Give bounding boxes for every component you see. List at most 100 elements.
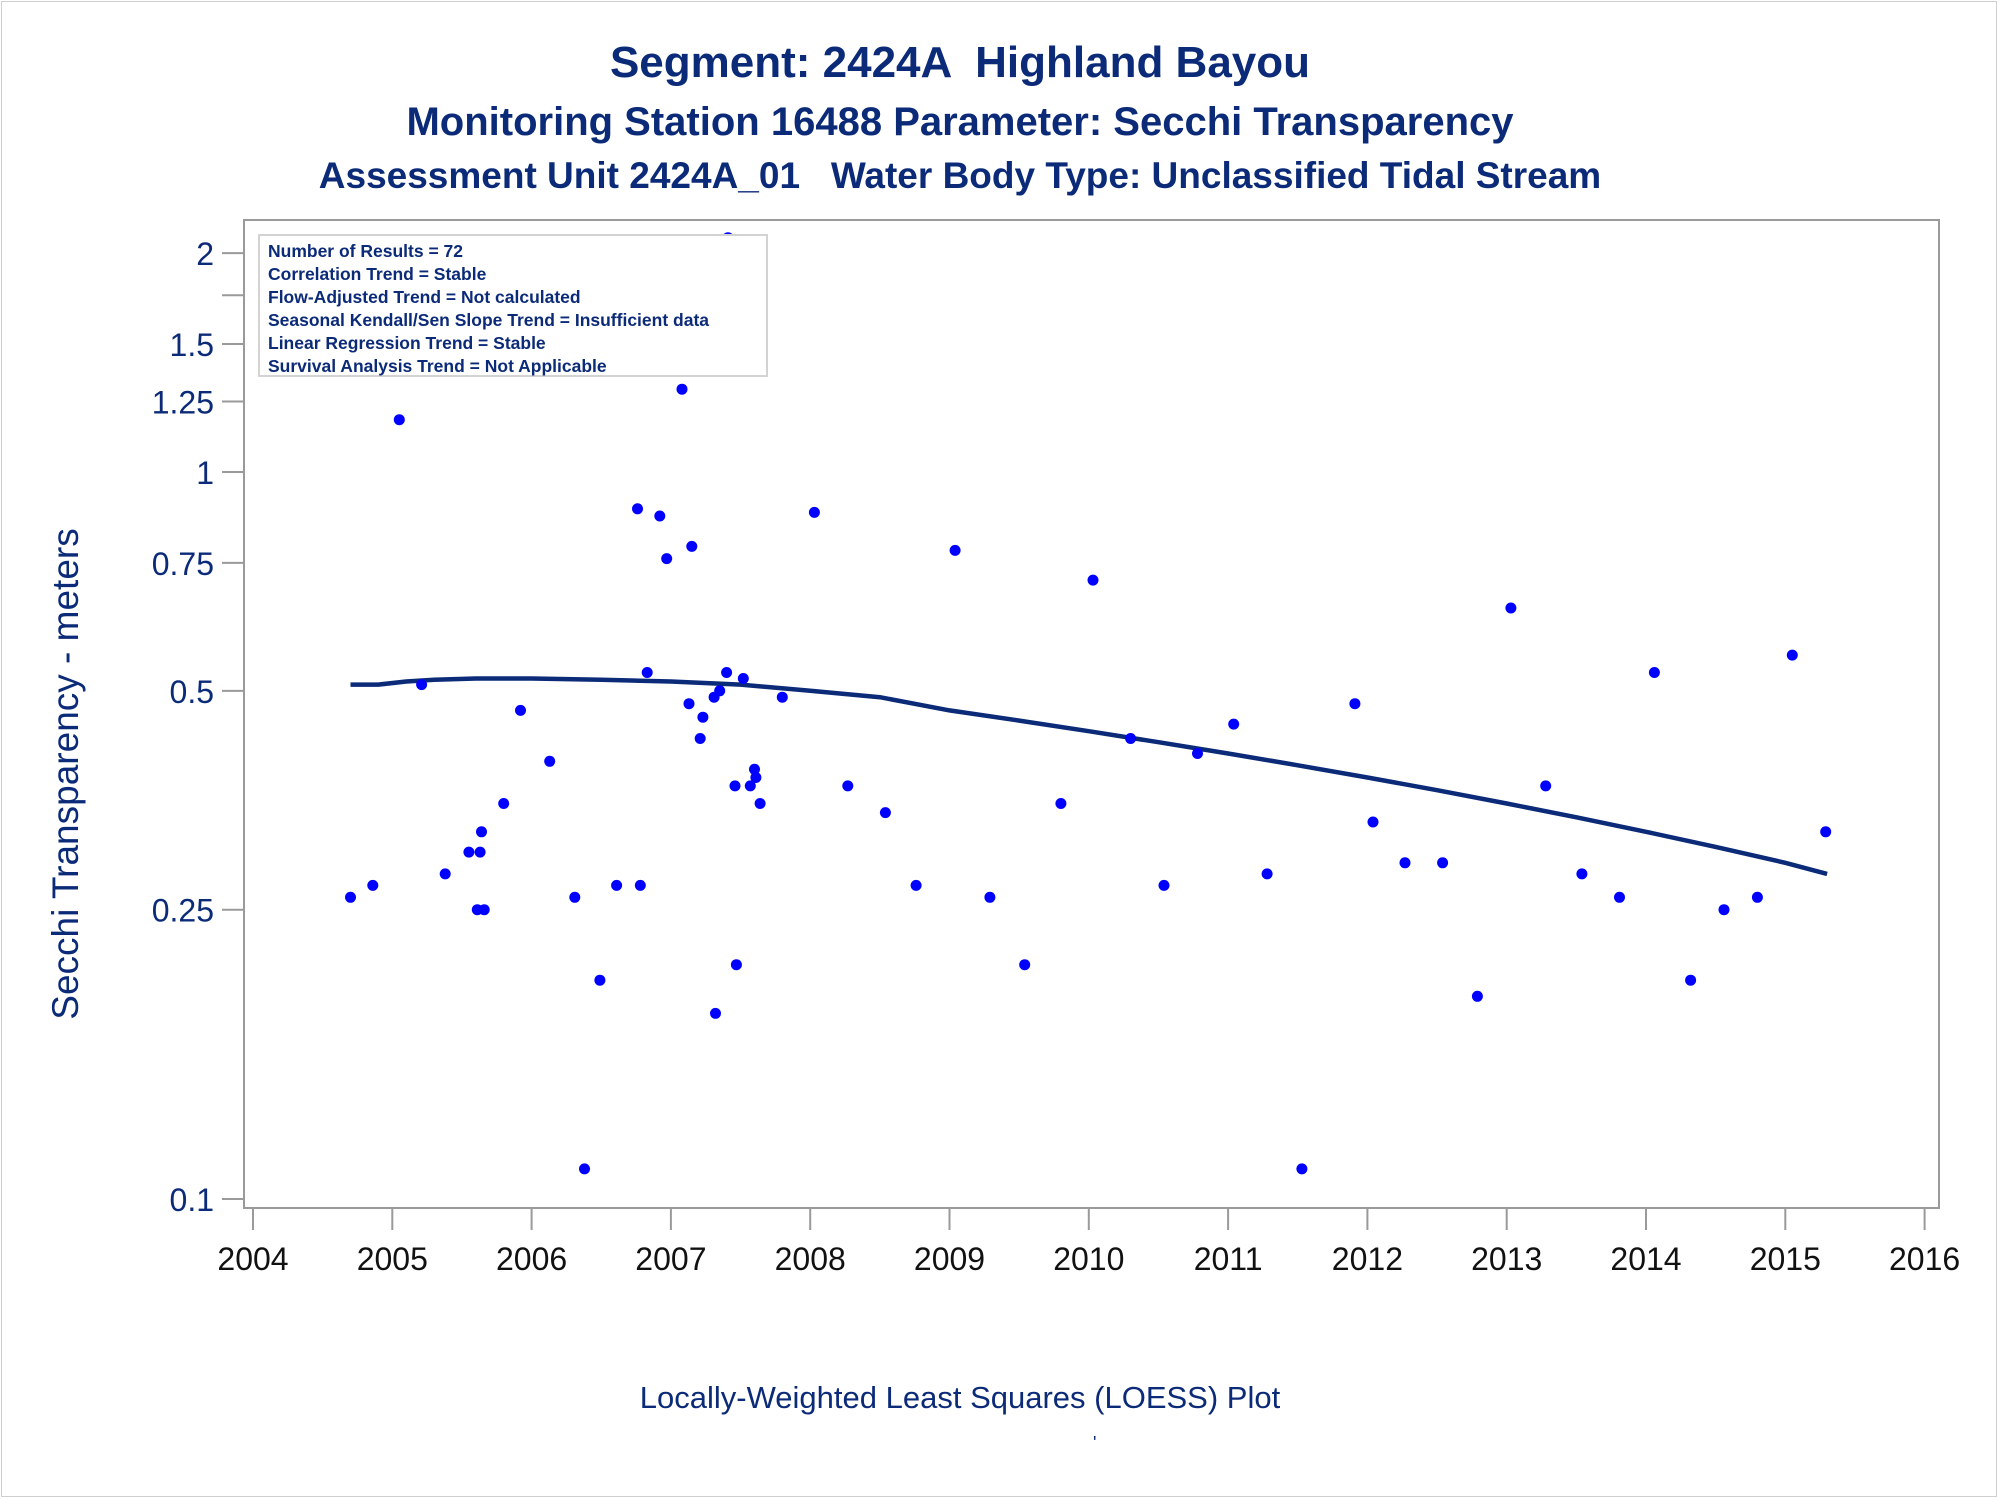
data-point [478, 904, 490, 916]
data-point [1685, 974, 1697, 986]
data-point [729, 780, 741, 792]
data-point [1437, 857, 1449, 869]
data-point [416, 679, 428, 691]
y-axis-label: Secchi Transparency - meters [45, 528, 86, 1019]
data-point [367, 879, 379, 891]
data-point [910, 879, 922, 891]
data-point [476, 826, 487, 838]
data-point [683, 698, 695, 710]
y-tick-label: 0.1 [170, 1182, 214, 1218]
data-point [984, 891, 996, 903]
data-point [676, 383, 688, 395]
x-tick-label: 2006 [496, 1241, 567, 1277]
data-point [1786, 649, 1798, 661]
data-point [634, 879, 646, 891]
data-point [1505, 602, 1517, 614]
info-seasonal-kendall: Seasonal Kendall/Sen Slope Trend = Insuf… [268, 310, 710, 330]
chart-subtitle: Monitoring Station 16488 Parameter: Secc… [406, 100, 1514, 144]
data-point [776, 691, 788, 703]
data-point [879, 807, 891, 819]
info-results: Number of Results = 72 [268, 241, 463, 261]
data-point [661, 553, 673, 565]
y-tick-label: 1.25 [152, 385, 214, 421]
data-point [569, 891, 581, 903]
x-tick-label: 2014 [1610, 1241, 1681, 1277]
data-point [654, 510, 666, 522]
info-flow-adjusted: Flow-Adjusted Trend = Not calculated [268, 287, 581, 307]
data-point [1296, 1163, 1308, 1175]
x-tick-label: 2010 [1053, 1241, 1124, 1277]
x-tick-label: 2016 [1889, 1241, 1960, 1277]
x-tick-label: 2004 [217, 1241, 288, 1277]
data-point [1087, 574, 1099, 586]
data-point [544, 755, 556, 767]
data-point [463, 846, 475, 858]
data-point [474, 846, 486, 858]
data-point [1751, 891, 1763, 903]
info-linear-regression: Linear Regression Trend = Stable [268, 333, 546, 353]
data-point [1540, 780, 1552, 792]
data-point [498, 798, 510, 809]
data-point [1055, 798, 1067, 809]
data-point [1349, 698, 1361, 710]
y-tick-label: 1 [196, 455, 214, 491]
data-point [744, 780, 756, 792]
data-point [1158, 879, 1170, 891]
y-tick-label: 0.25 [152, 893, 214, 929]
info-survival: Survival Analysis Trend = Not Applicable [268, 356, 607, 376]
data-point [686, 540, 698, 552]
data-point [1820, 826, 1832, 838]
data-point [697, 711, 709, 723]
data-point [710, 1007, 721, 1019]
data-point [439, 868, 451, 880]
data-point [611, 879, 623, 891]
trend-info-box: Number of Results = 72 Correlation Trend… [258, 234, 768, 377]
data-point [1718, 904, 1730, 916]
data-point [579, 1163, 590, 1175]
x-tick-label: 2007 [635, 1241, 706, 1277]
data-point [730, 959, 742, 971]
data-point [641, 667, 653, 678]
data-point [949, 544, 961, 556]
y-tick-label: 0.5 [170, 674, 214, 710]
data-point [393, 414, 405, 426]
footnote: Locally-Weighted Least Squares (LOESS) P… [639, 1380, 1281, 1415]
data-point [1228, 718, 1240, 730]
loess-line [350, 676, 1828, 877]
data-point [842, 780, 854, 792]
x-tick-label: 2011 [1194, 1241, 1263, 1277]
data-point [345, 891, 356, 903]
x-tick-label: 2009 [914, 1241, 985, 1277]
footnote-mark: ' [1093, 1433, 1097, 1453]
y-tick-label: 2 [196, 236, 214, 272]
info-correlation: Correlation Trend = Stable [268, 264, 487, 284]
x-tick-label: 2008 [775, 1241, 846, 1277]
y-tick-label: 0.75 [152, 546, 214, 582]
chart-subtitle-2: Assessment Unit 2424A_01 Water Body Type… [318, 155, 1602, 196]
data-point [1399, 857, 1411, 869]
data-point [694, 733, 706, 744]
data-point [1576, 868, 1588, 880]
x-tick-label: 2012 [1332, 1241, 1403, 1277]
data-point [1367, 816, 1379, 828]
data-point [1471, 990, 1483, 1002]
chart-title: Segment: 2424A Highland Bayou [609, 38, 1311, 87]
data-point [721, 667, 733, 678]
data-point [750, 772, 762, 783]
data-point [737, 673, 749, 684]
data-point [1125, 733, 1137, 744]
data-point [594, 974, 606, 986]
data-point [515, 704, 526, 716]
data-point [808, 506, 820, 518]
data-point [1192, 748, 1203, 759]
x-tick-label: 2015 [1750, 1241, 1821, 1277]
data-point [749, 763, 760, 775]
data-point [754, 798, 766, 809]
data-point [1019, 959, 1031, 971]
x-tick-label: 2013 [1471, 1241, 1542, 1277]
data-point [1261, 868, 1273, 880]
data-point [714, 685, 726, 697]
x-tick-label: 2005 [357, 1241, 428, 1277]
